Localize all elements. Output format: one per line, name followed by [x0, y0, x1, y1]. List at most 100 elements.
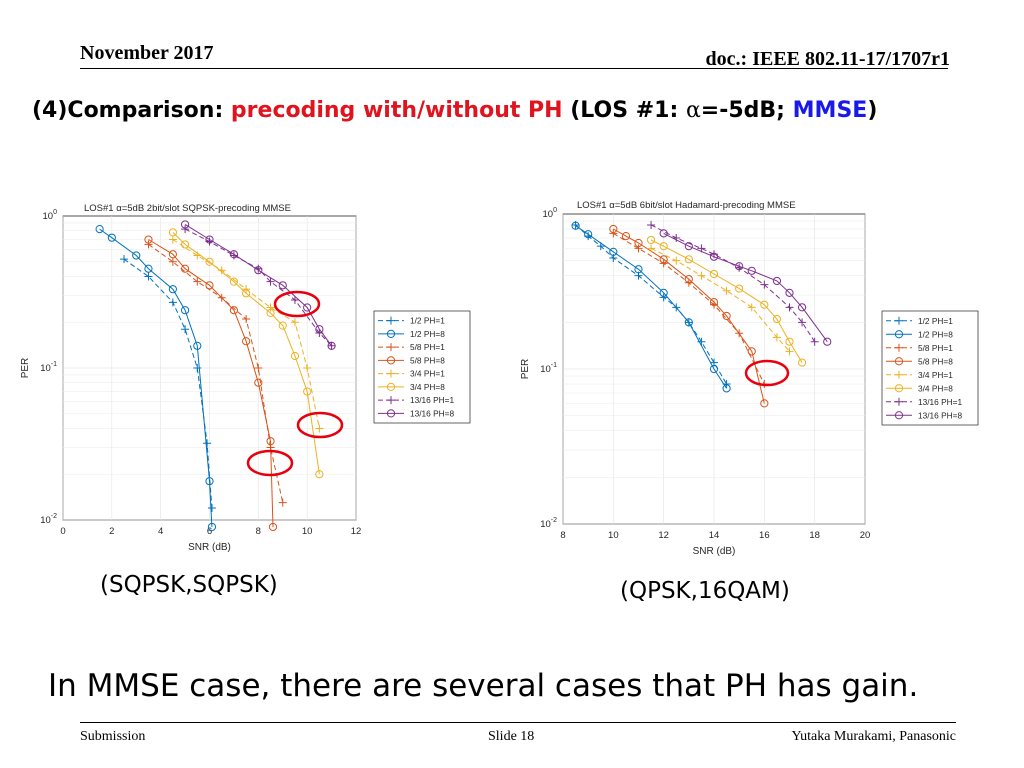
series-line: [650, 247, 790, 352]
data-point: [168, 298, 177, 307]
y-tick-label: 10-2: [540, 517, 557, 530]
data-point: [144, 264, 153, 273]
series-line: [575, 225, 728, 389]
data-point: [278, 321, 287, 330]
legend-label: 5/8 PH=1: [918, 343, 953, 353]
header-rule: [80, 68, 948, 69]
data-point: [684, 318, 693, 327]
data-point: [193, 341, 202, 350]
legend-label: 1/2 PH=1: [410, 316, 445, 326]
data-point: [584, 230, 593, 239]
data-point: [894, 384, 904, 393]
data-point: [205, 477, 214, 486]
data-point: [609, 254, 618, 263]
series-line: [613, 228, 765, 404]
legend: 1/2 PH=1 1/2 PH=8 5/8 PH=1 5/8 PH=8 3/4 PH=1…: [373, 310, 471, 424]
data-point: [327, 341, 336, 350]
title-highlight: precoding with/without PH: [230, 98, 563, 123]
series-line: [148, 243, 284, 503]
x-tick-label: 8: [256, 526, 261, 537]
data-point: [266, 303, 275, 312]
data-point: [266, 308, 275, 318]
data-point: [168, 250, 177, 259]
data-point: [168, 228, 177, 237]
legend: 1/2 PH=1 1/2 PH=8 5/8 PH=1 5/8 PH=8 3/4 PH=1…: [881, 310, 979, 426]
data-point: [205, 237, 214, 246]
data-point: [747, 266, 756, 275]
series-group: [120, 255, 216, 512]
data-point: [387, 316, 395, 325]
data-point: [709, 364, 719, 374]
data-point: [634, 265, 643, 274]
data-point: [647, 220, 656, 229]
data-point: [95, 225, 104, 234]
data-point: [634, 244, 643, 253]
data-point: [387, 396, 395, 405]
data-point: [634, 271, 643, 280]
data-point: [709, 252, 719, 261]
legend-label: 5/8 PH=8: [918, 356, 953, 366]
data-point: [684, 318, 693, 327]
series-line: [123, 258, 213, 509]
chart-title: LOS#1 α=5dB 2bit/slot SQPSK-precoding MM…: [84, 203, 291, 214]
data-point: [722, 384, 731, 393]
legend-label: 1/2 PH=1: [918, 316, 953, 326]
data-point: [785, 337, 794, 346]
data-point: [229, 250, 239, 259]
data-point: [242, 337, 251, 346]
data-point: [229, 251, 238, 260]
data-point: [266, 437, 275, 446]
data-point: [895, 397, 903, 406]
series-group: [181, 225, 336, 350]
data-point: [315, 325, 324, 334]
data-point: [278, 498, 287, 507]
data-point: [181, 225, 190, 234]
series-group: [571, 221, 731, 393]
data-point: [303, 364, 312, 372]
data-point: [659, 288, 668, 297]
series-line: [613, 232, 765, 385]
data-point: [710, 358, 718, 367]
x-tick-label: 10: [608, 530, 619, 541]
legend-label: 1/2 PH=8: [410, 329, 445, 339]
data-point: [823, 337, 832, 346]
data-point: [205, 235, 214, 244]
y-tick-label: 10-2: [40, 513, 57, 526]
data-point: [684, 242, 693, 251]
legend-label: 5/8 PH=8: [410, 355, 445, 365]
series-group: [180, 220, 336, 350]
data-point: [684, 278, 693, 287]
data-point: [646, 235, 656, 245]
data-point: [735, 263, 744, 272]
legend-label: 3/4 PH=8: [410, 382, 445, 392]
series-line: [99, 228, 213, 528]
data-point: [290, 296, 299, 305]
chart-title: LOS#1 α=5dB 6bit/slot Hadamard-precoding…: [577, 200, 796, 211]
data-point: [659, 242, 668, 251]
data-point: [290, 318, 299, 327]
data-point: [254, 364, 263, 372]
data-point: [760, 280, 769, 289]
data-point: [207, 503, 216, 512]
series-line: [650, 239, 803, 363]
legend-label: 5/8 PH=1: [410, 342, 445, 352]
data-point: [242, 285, 251, 294]
y-tick-label: 10-1: [40, 361, 57, 374]
data-point: [810, 337, 819, 346]
legend-box: [881, 310, 979, 426]
data-point: [722, 286, 731, 295]
data-point: [205, 257, 214, 266]
legend-label: 3/4 PH=1: [410, 369, 445, 379]
x-tick-label: 12: [658, 530, 669, 541]
plot-area: [562, 213, 866, 525]
data-point: [894, 330, 904, 339]
series-line: [148, 239, 274, 528]
data-point: [684, 275, 693, 284]
series-line: [184, 223, 333, 347]
data-point: [659, 293, 668, 302]
series-group: [168, 235, 324, 433]
highlight-circle: [744, 359, 790, 387]
series-line: [172, 232, 320, 475]
data-point: [584, 232, 593, 241]
data-point: [315, 424, 324, 433]
